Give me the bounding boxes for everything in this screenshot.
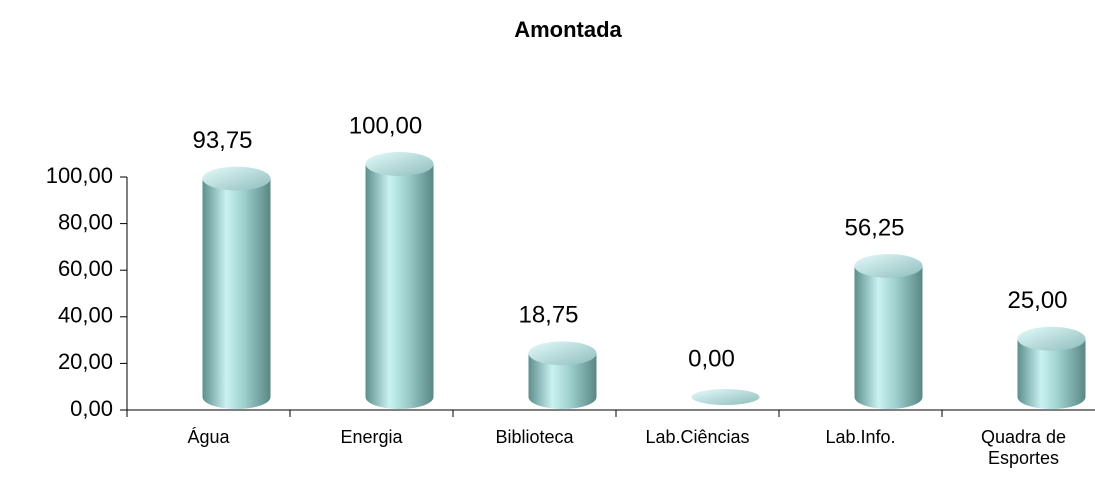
x-tick-label: Quadra de Esportes — [980, 427, 1067, 468]
y-tick-label: 60,00 — [58, 256, 113, 281]
bar-top — [365, 152, 434, 176]
x-tick-label: Biblioteca — [495, 427, 574, 447]
bar — [528, 353, 597, 409]
data-label: 18,75 — [518, 302, 578, 329]
data-label: 25,00 — [1007, 287, 1067, 314]
bar-top — [1017, 326, 1086, 351]
x-tick-label: Energia — [340, 427, 403, 447]
data-label: 0,00 — [688, 345, 735, 372]
y-tick-label: 80,00 — [58, 209, 113, 234]
data-label: 56,25 — [844, 214, 904, 241]
bar — [854, 265, 923, 410]
y-tick-label: 40,00 — [58, 303, 113, 328]
bar-top — [854, 253, 923, 278]
bar-top — [528, 341, 597, 366]
y-tick-label: 0,00 — [70, 396, 113, 421]
x-tick-label: Lab.Ciências — [645, 427, 750, 447]
x-tick-label: Lab.Info. — [825, 427, 896, 447]
bar — [202, 178, 271, 410]
chart-title: Amontada — [514, 17, 622, 42]
data-label: 100,00 — [349, 112, 422, 139]
y-tick-label: 100,00 — [46, 163, 113, 188]
bar — [1017, 338, 1086, 410]
x-tick-label: Água — [187, 427, 230, 447]
y-tick-label: 20,00 — [58, 349, 113, 374]
bar-top — [691, 389, 760, 405]
bar — [365, 164, 434, 410]
bar-top — [202, 166, 271, 191]
data-label: 93,75 — [192, 127, 252, 154]
